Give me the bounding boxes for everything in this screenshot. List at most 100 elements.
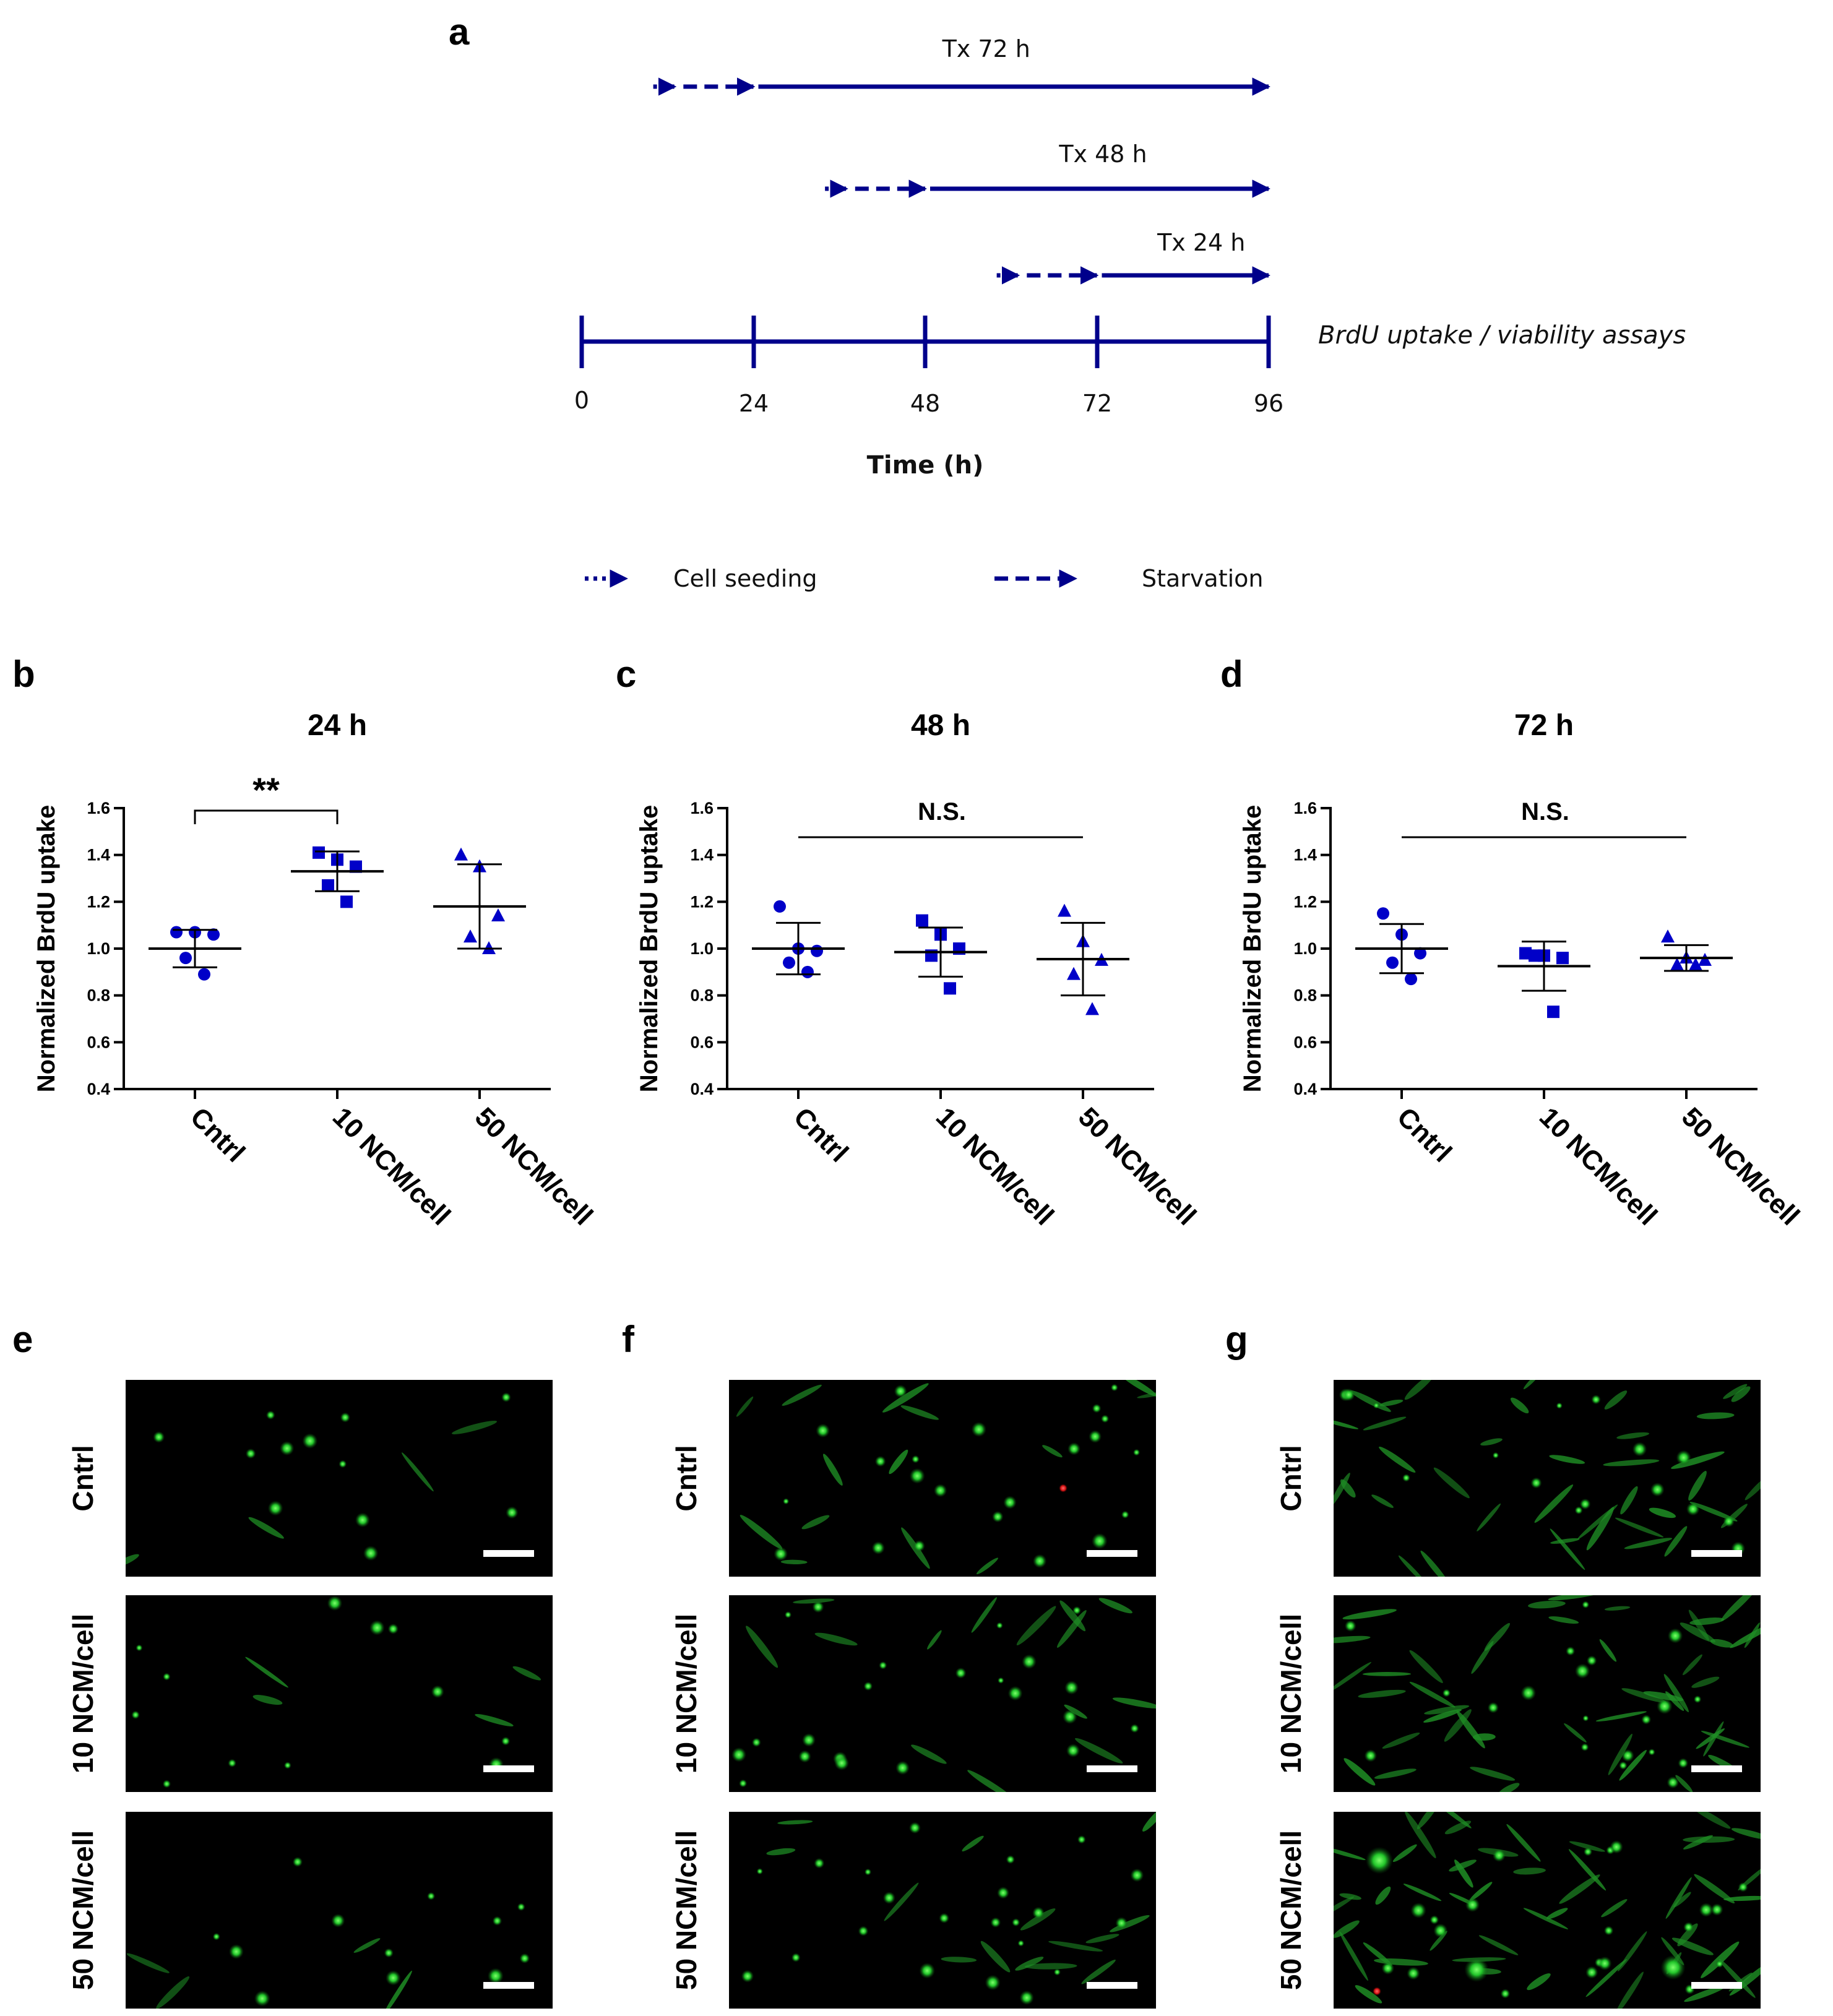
cell-elongated [1015, 1957, 1044, 1971]
micrograph: 10 NCM/cell [67, 1595, 553, 1792]
dead-cell [1373, 1987, 1381, 1996]
cell-elongated [801, 1515, 830, 1530]
data-point [1556, 952, 1569, 965]
cell-round [913, 1540, 925, 1552]
cell-elongated [1548, 1595, 1602, 1601]
cell-elongated [1119, 1380, 1156, 1397]
micrograph: Cntrl [670, 1380, 1156, 1577]
scale-bar [483, 1765, 534, 1772]
cell-round [501, 1392, 511, 1403]
cell-elongated [1617, 1931, 1647, 1971]
cell-round [1579, 1498, 1591, 1510]
data-point [491, 908, 505, 922]
cell-round [136, 1644, 143, 1652]
cell-elongated [1137, 1391, 1156, 1398]
cell-round [387, 1623, 399, 1635]
data-point [464, 929, 477, 943]
cell-elongated [126, 1554, 139, 1569]
cell-round [871, 1541, 885, 1555]
cell-elongated [1731, 1386, 1751, 1402]
cell-round [879, 1661, 887, 1669]
cell-round [492, 1916, 502, 1926]
cell-elongated [1409, 1650, 1443, 1683]
cell-elongated [1615, 1971, 1644, 2009]
cell-elongated [1649, 1507, 1676, 1518]
cell-elongated [252, 1695, 283, 1705]
cell-elongated [1527, 1973, 1551, 1991]
cell-elongated [1454, 1859, 1473, 1888]
cell-round [1077, 1835, 1086, 1844]
y-axis-label: Normalized BrdU uptake [1239, 805, 1266, 1093]
cell-elongated [1350, 1390, 1391, 1412]
cell-round [1586, 1655, 1597, 1666]
cell-round [506, 1506, 519, 1519]
data-point [1405, 973, 1417, 986]
micrograph-row-label: 10 NCM/cell [670, 1614, 702, 1773]
cell-round [990, 1917, 1001, 1928]
cell-round [991, 1510, 1004, 1523]
y-tick-label: 1.6 [1293, 799, 1317, 817]
cell-elongated [1723, 1384, 1748, 1399]
data-point [801, 965, 814, 978]
cell-elongated [475, 1713, 514, 1726]
y-tick-label: 0.8 [1293, 986, 1317, 1005]
cell-elongated [1620, 1486, 1638, 1515]
cell-elongated [1343, 1758, 1376, 1786]
cell-round [1089, 1430, 1102, 1444]
cell-elongated [900, 1405, 939, 1420]
cell-elongated [245, 1656, 288, 1688]
cell-elongated [1730, 1622, 1761, 1648]
cell-round [863, 1681, 873, 1691]
cell-round [895, 1760, 910, 1775]
cell-round [431, 1685, 444, 1699]
cell-elongated [1548, 1616, 1579, 1624]
cell-round [998, 1677, 1004, 1684]
cell-round [1342, 1388, 1355, 1402]
cell-round [254, 1990, 270, 2007]
cell-round [1373, 1402, 1380, 1409]
y-tick-label: 1.2 [690, 892, 714, 911]
cell-round [1007, 1686, 1023, 1701]
cell-elongated [1506, 1824, 1541, 1862]
data-point [170, 926, 183, 939]
cell-layer [126, 1392, 519, 1569]
cell-elongated [1664, 1526, 1688, 1557]
category-label: 10 NCM/cell [930, 1101, 1059, 1231]
cell-elongated [1048, 1941, 1103, 1952]
cell-round [245, 1448, 256, 1459]
data-point [944, 982, 956, 995]
data-point [454, 847, 468, 861]
cell-round [1648, 1748, 1655, 1756]
cell-round [834, 1755, 850, 1771]
cell-elongated [1568, 1849, 1607, 1891]
cell-elongated [1057, 1610, 1087, 1648]
cell-elongated [1621, 1688, 1667, 1703]
micrograph-background [1334, 1380, 1761, 1577]
cell-elongated [1723, 1895, 1761, 1902]
cell-elongated [780, 1559, 808, 1564]
cell-round [812, 1601, 824, 1613]
cell-elongated [1433, 1467, 1470, 1499]
cell-elongated [1498, 1783, 1520, 1792]
cell-elongated [1665, 1877, 1692, 1919]
time-tick-label: 0 [574, 387, 589, 414]
cell-elongated [1334, 1635, 1371, 1643]
cell-round [1433, 1923, 1448, 1938]
cell-elongated [1371, 1494, 1394, 1508]
cell-round [1738, 1882, 1748, 1892]
cell-round [1003, 1496, 1017, 1509]
cell-round [265, 1410, 275, 1420]
cell-elongated [1663, 1674, 1689, 1713]
panel-letter-c: c [616, 653, 636, 695]
cell-elongated [1081, 1959, 1116, 1984]
category-label: 50 NCM/cell [469, 1101, 598, 1231]
cell-elongated [814, 1632, 858, 1646]
cell-elongated [1456, 1710, 1485, 1749]
cell-elongated [1586, 1507, 1615, 1551]
cell-elongated [1339, 1931, 1368, 1981]
cell-elongated [1710, 1639, 1733, 1648]
brdu-chart-48h: 48 h Normalized BrdU uptake 0.4 0.6 0.8 1.0 1.… [636, 709, 1202, 1231]
micrograph: Cntrl [67, 1380, 553, 1577]
cell-round [1130, 1723, 1139, 1733]
cell-layer [1334, 1812, 1761, 2009]
